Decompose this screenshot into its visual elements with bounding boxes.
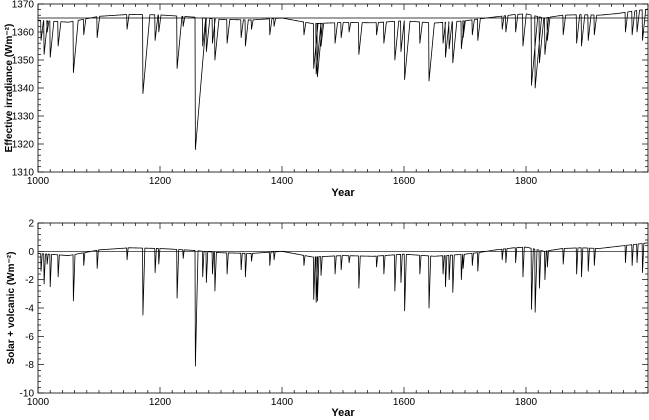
y-tick-label: 1330 <box>12 112 35 123</box>
y-tick-label: -10 <box>20 389 35 400</box>
y-tick-label: 0 <box>28 247 34 258</box>
y-axis-label-unit: (Wm⁻²) <box>4 24 15 58</box>
y-tick-label: 1360 <box>12 28 35 39</box>
x-tick-label: 1400 <box>271 176 294 187</box>
x-axis-label: Year <box>331 407 355 419</box>
y-tick-label: 2 <box>28 219 34 230</box>
x-tick-labels: 1000 1200 1400 1600 1800 <box>27 176 538 187</box>
series-line <box>37 8 649 150</box>
y-axis-label-text: Solar + volcanic <box>6 288 17 365</box>
y-axis-label: Effective irradiance (Wm⁻²) <box>4 24 15 153</box>
x-tick-labels: 1000 1200 1400 1600 1800 <box>27 397 538 408</box>
y-tick-label: -2 <box>25 275 34 286</box>
axis-ticks <box>37 3 649 173</box>
y-tick-label: 1320 <box>12 140 35 151</box>
y-axis-label-unit: (Wm⁻²) <box>6 252 17 286</box>
y-tick-label: 1350 <box>12 56 35 67</box>
solar-volcanic-panel: 1000 1200 1400 1600 1800 -10-8-6-4-202 Year … <box>6 219 649 419</box>
x-axis-label: Year <box>331 187 355 199</box>
y-tick-label: 1310 <box>12 168 35 179</box>
x-tick-label: 1000 <box>27 176 50 187</box>
x-tick-label: 1800 <box>515 176 538 187</box>
y-tick-label: 1370 <box>12 0 35 11</box>
y-axis-label-text: Effective irradiance <box>4 60 15 153</box>
x-tick-label: 1200 <box>149 176 172 187</box>
y-tick-label: -4 <box>25 304 34 315</box>
plot-frame <box>37 222 649 394</box>
x-tick-label: 1200 <box>149 397 172 408</box>
x-tick-label: 1600 <box>393 176 416 187</box>
y-tick-label: 1340 <box>12 84 35 95</box>
x-tick-label: 1000 <box>27 397 50 408</box>
y-axis-label: Solar + volcanic (Wm⁻²) <box>6 252 17 365</box>
y-tick-labels: -10 -8 -6 -4 -2 0 2 <box>20 219 35 400</box>
x-tick-label: 1600 <box>393 397 416 408</box>
irradiance-panel: 1000 1200 1400 1600 1800 1310 1320 1330 1340 135… <box>4 0 649 199</box>
axis-ticks <box>37 222 649 394</box>
x-tick-label: 1400 <box>271 397 294 408</box>
x-tick-label: 1800 <box>515 397 538 408</box>
plot-frame <box>37 3 649 173</box>
series-line <box>37 242 648 367</box>
y-tick-label: -8 <box>25 360 34 371</box>
y-tick-label: -6 <box>25 332 34 343</box>
y-tick-labels: 1310 1320 1330 1340 1350 1360 1370 <box>12 0 35 179</box>
